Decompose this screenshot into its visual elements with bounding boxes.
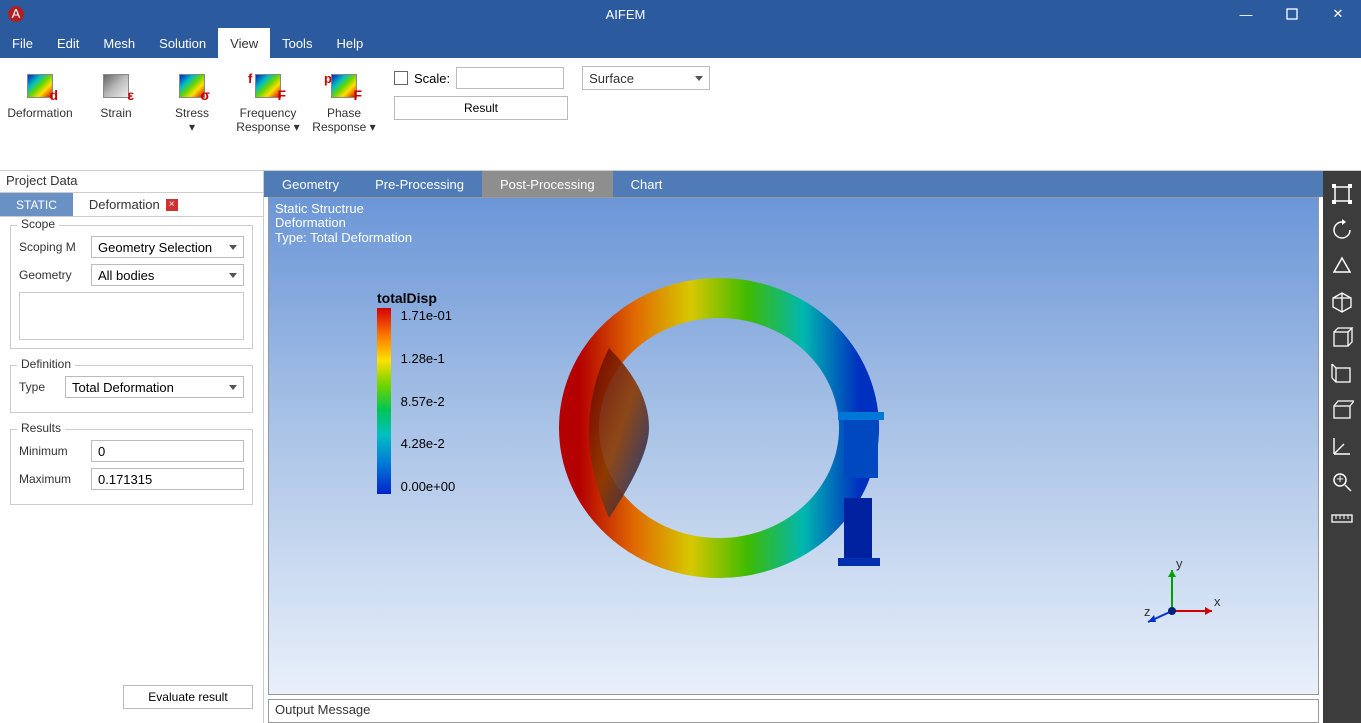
zoom-fit-icon[interactable]: + [1325,465,1359,499]
menu-item-view[interactable]: View [218,28,270,58]
scale-checkbox[interactable] [394,71,408,85]
scope-legend: Scope [17,217,59,231]
scope-group: Scope Scoping M Geometry Selection Geome… [10,225,253,349]
project-tab-deformation[interactable]: Deformation × [73,193,194,216]
scoping-method-label: Scoping M [19,240,85,254]
chevron-down-icon [695,76,703,81]
project-tree-tabs: STATIC Deformation × [0,193,263,217]
surface-select[interactable]: Surface [582,66,710,90]
viewport-tabs: GeometryPre-ProcessingPost-ProcessingCha… [264,171,1323,197]
geometry-label: Geometry [19,268,85,282]
definition-type-value: Total Deformation [72,380,174,395]
refresh-icon[interactable] [1325,213,1359,247]
results-group: Results Minimum 0 Maximum 0.171315 [10,429,253,505]
ribbon-phase-button[interactable]: pFPhase Response ▾ [308,64,380,135]
menu-item-file[interactable]: File [0,28,45,58]
evaluate-result-button[interactable]: Evaluate result [123,685,253,709]
tab-close-icon[interactable]: × [166,199,178,211]
output-message-panel[interactable]: Output Message [268,699,1319,723]
definition-type-label: Type [19,380,59,394]
view-tab-post-processing[interactable]: Post-Processing [482,171,613,197]
frame-icon[interactable] [1325,177,1359,211]
svg-text:y: y [1176,556,1183,571]
ribbon-frequency-button[interactable]: fFFrequency Response ▾ [232,64,304,135]
result-button[interactable]: Result [394,96,568,120]
iso-icon[interactable] [1325,285,1359,319]
viewport-3d[interactable]: Static Structrue Deformation Type: Total… [268,197,1319,695]
app-logo-icon: A [4,2,28,26]
project-tab-deformation-label: Deformation [89,197,160,212]
minimize-button[interactable]: — [1223,0,1269,28]
chevron-down-icon [229,245,237,250]
color-legend-bar [377,308,391,494]
minimum-label: Minimum [19,444,85,458]
menu-item-edit[interactable]: Edit [45,28,91,58]
definition-legend: Definition [17,357,75,371]
view-tab-geometry[interactable]: Geometry [264,171,357,197]
results-legend: Results [17,421,65,435]
project-data-title: Project Data [0,171,263,193]
persp-icon[interactable] [1325,249,1359,283]
color-legend-title: totalDisp [377,290,455,306]
scale-input[interactable] [456,67,564,89]
legend-tick: 0.00e+00 [401,479,456,494]
maximum-label: Maximum [19,472,85,486]
box-top-icon[interactable] [1325,393,1359,427]
app-title: AIFEM [28,7,1223,22]
project-tab-static[interactable]: STATIC [0,193,73,216]
maximum-value: 0.171315 [98,472,152,487]
legend-tick: 1.28e-1 [401,351,456,366]
ribbon-stress-button[interactable]: σStress ▾ [156,64,228,135]
scoping-method-select[interactable]: Geometry Selection [91,236,244,258]
box-side-icon[interactable] [1325,357,1359,391]
geometry-value: All bodies [98,268,154,283]
ribbon-strain-button[interactable]: εStrain [80,64,152,135]
geometry-select[interactable]: All bodies [91,264,244,286]
geometry-selection-box[interactable] [19,292,244,340]
view-tools-rail: + [1323,171,1361,723]
orientation-triad-icon: x y z [1142,556,1222,636]
viewport-heading: Static Structrue Deformation Type: Total… [275,202,412,245]
minimum-value: 0 [98,444,105,459]
ribbon-deformation-button[interactable]: dDeformation [4,64,76,135]
legend-tick: 8.57e-2 [401,394,456,409]
chevron-down-icon [229,273,237,278]
box-front-icon[interactable] [1325,321,1359,355]
title-bar: A AIFEM — ✕ [0,0,1361,28]
svg-text:+: + [1336,471,1344,486]
menu-bar: FileEditMeshSolutionViewToolsHelp [0,28,1361,58]
menu-item-tools[interactable]: Tools [270,28,324,58]
color-legend: totalDisp 1.71e-01 1.28e-1 8.57e-2 4.28e-2 0… [377,290,455,494]
menu-item-mesh[interactable]: Mesh [91,28,147,58]
axes-icon[interactable] [1325,429,1359,463]
maximize-button[interactable] [1269,0,1315,28]
model-render [549,258,909,598]
view-tab-chart[interactable]: Chart [613,171,681,197]
menu-item-solution[interactable]: Solution [147,28,218,58]
chevron-down-icon [229,385,237,390]
maximum-field[interactable]: 0.171315 [91,468,244,490]
svg-text:x: x [1214,594,1221,609]
definition-type-select[interactable]: Total Deformation [65,376,244,398]
legend-tick: 1.71e-01 [401,308,456,323]
ruler-icon[interactable] [1325,501,1359,535]
close-button[interactable]: ✕ [1315,0,1361,28]
definition-group: Definition Type Total Deformation [10,365,253,413]
svg-text:z: z [1144,604,1151,619]
scoping-method-value: Geometry Selection [98,240,212,255]
ribbon-toolbar: dDeformationεStrainσStress ▾fFFrequency … [0,58,1361,171]
svg-text:A: A [12,6,21,21]
minimum-field[interactable]: 0 [91,440,244,462]
view-tab-pre-processing[interactable]: Pre-Processing [357,171,482,197]
surface-select-value: Surface [589,71,634,86]
project-data-panel: Project Data STATIC Deformation × Scope … [0,171,264,723]
menu-item-help[interactable]: Help [324,28,375,58]
scale-label: Scale: [414,71,450,86]
legend-tick: 4.28e-2 [401,436,456,451]
